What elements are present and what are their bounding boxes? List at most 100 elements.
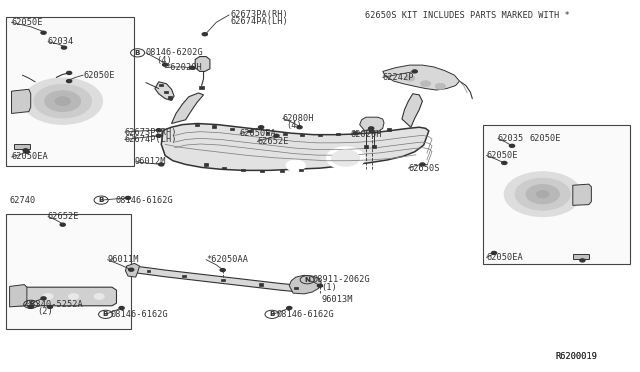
Circle shape bbox=[23, 78, 102, 124]
Polygon shape bbox=[10, 285, 27, 307]
Bar bbox=[6, 17, 134, 166]
Text: 62050E: 62050E bbox=[530, 134, 561, 143]
Bar bbox=[204, 163, 208, 166]
Bar bbox=[259, 283, 263, 286]
Polygon shape bbox=[383, 65, 460, 90]
Circle shape bbox=[326, 147, 365, 169]
Text: 62674P(LH): 62674P(LH) bbox=[125, 135, 177, 144]
Polygon shape bbox=[172, 93, 204, 124]
Circle shape bbox=[509, 144, 515, 147]
Text: (2): (2) bbox=[37, 307, 53, 316]
Circle shape bbox=[502, 161, 507, 164]
Text: 62050EA: 62050EA bbox=[240, 129, 276, 138]
Text: N: N bbox=[304, 277, 310, 283]
Circle shape bbox=[220, 269, 225, 272]
Bar bbox=[222, 167, 226, 169]
Text: (4): (4) bbox=[287, 121, 303, 130]
Text: 96011M: 96011M bbox=[108, 255, 139, 264]
Bar bbox=[241, 169, 245, 171]
Bar bbox=[336, 133, 340, 135]
Text: 08340-5252A: 08340-5252A bbox=[26, 300, 83, 309]
Bar bbox=[212, 125, 216, 128]
Text: (4): (4) bbox=[156, 56, 172, 65]
Circle shape bbox=[159, 163, 164, 166]
Text: 62652E: 62652E bbox=[257, 137, 289, 146]
Text: 62050EA: 62050EA bbox=[12, 153, 48, 161]
Text: 62674PA(LH): 62674PA(LH) bbox=[230, 17, 288, 26]
Circle shape bbox=[67, 71, 72, 74]
Bar bbox=[164, 91, 168, 93]
Bar bbox=[200, 86, 204, 89]
Circle shape bbox=[68, 294, 79, 299]
Text: R6200019: R6200019 bbox=[556, 352, 598, 361]
Text: 08146-6162G: 08146-6162G bbox=[276, 310, 334, 319]
Text: 62740: 62740 bbox=[10, 196, 36, 205]
Polygon shape bbox=[131, 266, 296, 292]
Bar bbox=[387, 128, 391, 131]
Circle shape bbox=[163, 63, 168, 66]
Bar bbox=[248, 130, 252, 132]
Circle shape bbox=[45, 91, 81, 112]
Text: 62050E: 62050E bbox=[12, 18, 43, 27]
Bar bbox=[159, 84, 163, 86]
Bar bbox=[147, 270, 150, 272]
Circle shape bbox=[156, 129, 161, 132]
Polygon shape bbox=[155, 82, 174, 100]
Circle shape bbox=[43, 294, 53, 299]
Text: 62050E: 62050E bbox=[486, 151, 518, 160]
Bar bbox=[266, 132, 269, 134]
Circle shape bbox=[404, 75, 415, 81]
Circle shape bbox=[156, 134, 161, 137]
Circle shape bbox=[24, 150, 29, 153]
Text: (1): (1) bbox=[321, 283, 337, 292]
Text: S: S bbox=[28, 301, 33, 307]
Bar bbox=[283, 133, 287, 135]
Bar bbox=[195, 124, 199, 126]
Circle shape bbox=[119, 307, 124, 310]
Circle shape bbox=[515, 178, 570, 210]
Circle shape bbox=[274, 134, 279, 137]
Bar bbox=[14, 144, 30, 149]
Polygon shape bbox=[573, 184, 591, 205]
Circle shape bbox=[67, 80, 72, 83]
Circle shape bbox=[504, 172, 581, 217]
Text: B: B bbox=[103, 311, 108, 317]
Text: R6200019: R6200019 bbox=[556, 352, 598, 361]
Text: 62050E: 62050E bbox=[83, 71, 115, 80]
Bar bbox=[182, 275, 186, 277]
Text: 62673P(RH): 62673P(RH) bbox=[125, 128, 177, 137]
Circle shape bbox=[412, 70, 417, 73]
Text: 62035: 62035 bbox=[498, 134, 524, 143]
Circle shape bbox=[420, 81, 431, 87]
Circle shape bbox=[41, 31, 46, 34]
Bar bbox=[168, 96, 172, 99]
Text: B: B bbox=[135, 50, 140, 56]
Bar bbox=[300, 134, 304, 136]
Text: *62050AA: *62050AA bbox=[206, 255, 248, 264]
Bar bbox=[221, 279, 225, 281]
Text: 62650S KIT INCLUDES PARTS MARKED WITH *: 62650S KIT INCLUDES PARTS MARKED WITH * bbox=[365, 11, 570, 20]
Bar bbox=[280, 170, 284, 172]
Circle shape bbox=[580, 259, 585, 262]
Circle shape bbox=[435, 83, 445, 89]
Circle shape bbox=[286, 160, 305, 171]
Text: 62652E: 62652E bbox=[48, 212, 79, 221]
Bar bbox=[294, 287, 298, 289]
Circle shape bbox=[297, 126, 302, 129]
Circle shape bbox=[420, 163, 425, 166]
Circle shape bbox=[125, 196, 131, 199]
Text: 08911-2062G: 08911-2062G bbox=[312, 275, 370, 284]
Circle shape bbox=[34, 84, 92, 118]
Polygon shape bbox=[13, 287, 116, 306]
Bar bbox=[260, 170, 264, 172]
Polygon shape bbox=[402, 94, 422, 127]
Circle shape bbox=[189, 66, 195, 69]
Bar bbox=[6, 214, 131, 329]
Text: 62020H: 62020H bbox=[351, 130, 382, 139]
Bar bbox=[483, 125, 630, 264]
Circle shape bbox=[47, 305, 52, 308]
Text: *62020H: *62020H bbox=[165, 63, 202, 72]
Text: 62650S: 62650S bbox=[408, 164, 440, 173]
Polygon shape bbox=[289, 275, 321, 294]
Text: B: B bbox=[269, 311, 275, 317]
